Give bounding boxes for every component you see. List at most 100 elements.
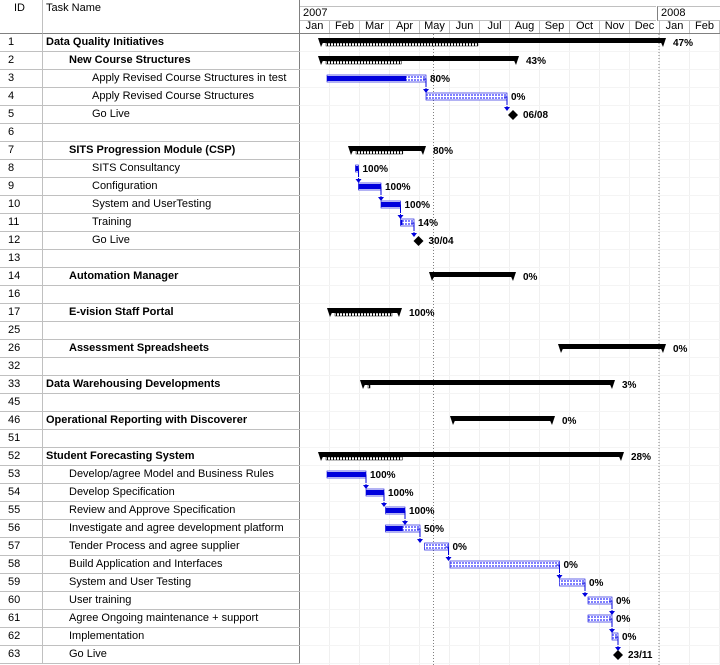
summary-end-cap	[659, 38, 666, 47]
row-id: 51	[0, 430, 43, 447]
table-row[interactable]: 5 Go Live	[0, 106, 300, 124]
table-row[interactable]: 11 Training	[0, 214, 300, 232]
summary-progress	[355, 150, 404, 155]
table-row[interactable]: 26 Assessment Spreadsheets	[0, 340, 300, 358]
task-name-column-header[interactable]: Task Name	[43, 0, 300, 34]
table-row[interactable]: 56 Investigate and agree development plat…	[0, 520, 300, 538]
table-row[interactable]: 16	[0, 286, 300, 304]
table-row[interactable]: 9 Configuration	[0, 178, 300, 196]
summary-bar	[321, 38, 663, 43]
table-row[interactable]: 2 New Course Structures	[0, 52, 300, 70]
table-row[interactable]: 53 Develop/agree Model and Business Rules	[0, 466, 300, 484]
dependency-arrowhead	[582, 593, 588, 597]
row-task-name: Configuration	[43, 178, 300, 195]
table-row[interactable]: 52 Student Forecasting System	[0, 448, 300, 466]
task-bar	[424, 542, 449, 551]
summary-bar	[321, 56, 516, 61]
row-id: 58	[0, 556, 43, 573]
percent-complete-label: 80%	[430, 74, 450, 85]
table-row[interactable]: 61 Agree Ongoing maintenance + support	[0, 610, 300, 628]
table-row[interactable]: 57 Tender Process and agree supplier	[0, 538, 300, 556]
row-id: 46	[0, 412, 43, 429]
table-row[interactable]: 4 Apply Revised Course Structures	[0, 88, 300, 106]
percent-complete-label: 100%	[385, 182, 411, 193]
summary-start-cap	[360, 380, 367, 389]
row-task-name: Implementation	[43, 628, 300, 645]
table-row[interactable]: 6	[0, 124, 300, 142]
row-id: 45	[0, 394, 43, 411]
table-row[interactable]: 62 Implementation	[0, 628, 300, 646]
table-row[interactable]: 33 Data Warehousing Developments	[0, 376, 300, 394]
row-id: 55	[0, 502, 43, 519]
summary-progress	[334, 312, 393, 317]
task-progress	[385, 526, 403, 531]
row-task-name	[43, 358, 300, 375]
table-row[interactable]: 1 Data Quality Initiatives	[0, 34, 300, 52]
table-row[interactable]: 17 E-vision Staff Portal	[0, 304, 300, 322]
percent-complete-label: 80%	[433, 146, 453, 157]
table-row[interactable]: 63 Go Live	[0, 646, 300, 664]
dependency-arrowhead	[609, 611, 615, 615]
percent-complete-label: 100%	[405, 200, 431, 211]
table-row[interactable]: 7 SITS Progression Module (CSP)	[0, 142, 300, 160]
percent-complete-label: 0%	[589, 578, 604, 589]
month-label-11: Dec	[630, 20, 660, 33]
table-row[interactable]: 25	[0, 322, 300, 340]
percent-complete-label: 0%	[564, 560, 579, 571]
month-label-12: Jan	[660, 20, 690, 33]
summary-end-cap	[395, 308, 402, 317]
dependency-arrowhead	[445, 557, 452, 561]
month-label-9: Oct	[570, 20, 600, 33]
summary-progress	[325, 42, 479, 47]
table-row[interactable]: 3 Apply Revised Course Structures in test	[0, 70, 300, 88]
table-row[interactable]: 14 Automation Manager	[0, 268, 300, 286]
summary-end-cap	[419, 146, 426, 155]
dependency-arrowhead	[609, 629, 615, 633]
row-task-name: Develop Specification	[43, 484, 300, 501]
row-id: 16	[0, 286, 43, 303]
row-task-name: User training	[43, 592, 300, 609]
milestone-diamond	[508, 110, 518, 120]
row-id: 2	[0, 52, 43, 69]
row-id: 26	[0, 340, 43, 357]
month-label-3: Apr	[390, 20, 420, 33]
row-id: 59	[0, 574, 43, 591]
table-row[interactable]: 45	[0, 394, 300, 412]
table-row[interactable]: 59 System and User Testing	[0, 574, 300, 592]
table-row[interactable]: 13	[0, 250, 300, 268]
summary-end-cap	[509, 272, 516, 281]
table-row[interactable]: 55 Review and Approve Specification	[0, 502, 300, 520]
table-row[interactable]: 12 Go Live	[0, 232, 300, 250]
summary-bar	[453, 416, 552, 421]
table-row[interactable]: 10 System and UserTesting	[0, 196, 300, 214]
row-task-name: Tender Process and agree supplier	[43, 538, 300, 555]
month-label-5: Jun	[450, 20, 480, 33]
task-progress	[327, 76, 407, 81]
year-2007-label: 2007	[300, 6, 656, 21]
summary-start-cap	[318, 452, 325, 461]
table-row[interactable]: 58 Build Application and Interfaces	[0, 556, 300, 574]
month-label-6: Jul	[480, 20, 510, 33]
percent-complete-label: 50%	[424, 524, 444, 535]
task-progress	[327, 472, 366, 477]
table-row[interactable]: 54 Develop Specification	[0, 484, 300, 502]
month-label-7: Aug	[510, 20, 540, 33]
table-row[interactable]: 32	[0, 358, 300, 376]
milestone-date-label: 30/04	[429, 236, 454, 247]
row-task-name: Go Live	[43, 106, 300, 123]
table-row[interactable]: 46 Operational Reporting with Discoverer	[0, 412, 300, 430]
row-id: 33	[0, 376, 43, 393]
table-row[interactable]: 51	[0, 430, 300, 448]
table-row[interactable]: 60 User training	[0, 592, 300, 610]
id-column-header[interactable]: ID	[0, 0, 43, 34]
row-task-name: Automation Manager	[43, 268, 300, 285]
summary-start-cap	[429, 272, 436, 281]
table-row[interactable]: 8 SITS Consultancy	[0, 160, 300, 178]
task-bar	[587, 596, 613, 605]
gantt-bars-area: 47% 43% 80% 0% 06/08 80% 100% 100% 100% 14% 30/04 0…	[300, 34, 720, 665]
summary-start-cap	[318, 38, 325, 47]
row-task-name: Apply Revised Course Structures	[43, 88, 300, 105]
task-progress	[381, 202, 401, 207]
row-task-name: Develop/agree Model and Business Rules	[43, 466, 300, 483]
row-id: 63	[0, 646, 43, 663]
